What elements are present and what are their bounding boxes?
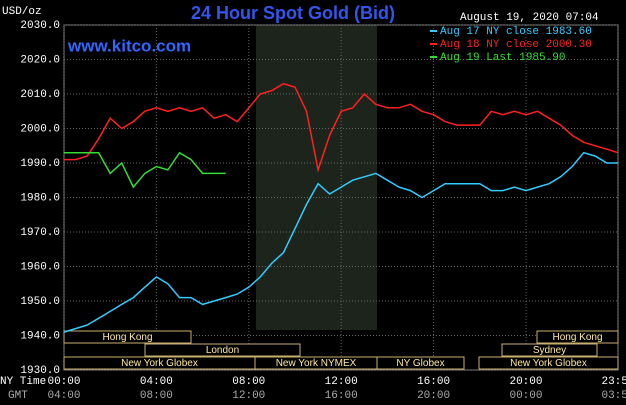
session-box <box>144 343 301 357</box>
session-box <box>536 330 619 344</box>
y-tick-label: 1980.0 <box>20 192 60 204</box>
legend-entry: Aug 17 NY close 1983.60 <box>440 26 592 38</box>
series-line <box>64 82 619 173</box>
timestamp: August 19, 2020 07:04 <box>460 12 599 24</box>
x-row-label: NY Time <box>0 376 46 388</box>
x2-tick-label: 12:00 <box>232 390 265 402</box>
y-tick-label: 1970.0 <box>20 227 60 239</box>
x2-tick-label: 20:00 <box>417 390 450 402</box>
source: www.kitco.com <box>67 36 191 55</box>
x2-tick-label: 00:00 <box>509 390 542 402</box>
x-tick-label: 04:00 <box>140 376 173 388</box>
x-tick-label: 23:59 <box>601 376 626 388</box>
y-axis-label: USD/oz <box>2 6 42 18</box>
x2-tick-label: 16:00 <box>325 390 358 402</box>
session-label: New York Globex <box>121 358 198 369</box>
session-box <box>501 343 598 357</box>
y-tick-label: 1990.0 <box>20 158 60 170</box>
x-tick-label: 08:00 <box>232 376 265 388</box>
x2-row-label: GMT <box>8 390 28 402</box>
legend-entry: Aug 18 NY close 2000.30 <box>440 39 592 51</box>
session-label: Hong Kong <box>102 332 152 343</box>
session-box <box>478 356 619 370</box>
y-tick-label: 1930.0 <box>20 365 60 377</box>
x-tick-label: 00:00 <box>47 376 80 388</box>
y-tick-label: 2030.0 <box>20 20 60 32</box>
session-box <box>63 330 192 344</box>
y-tick-label: 1960.0 <box>20 261 60 273</box>
session-label: Hong Kong <box>552 332 602 343</box>
x-tick-label: 16:00 <box>417 376 450 388</box>
series-line <box>64 151 226 189</box>
x2-tick-label: 04:00 <box>47 390 80 402</box>
y-tick-label: 1950.0 <box>20 296 60 308</box>
session-label: NY Globex <box>396 358 444 369</box>
y-tick-label: 2000.0 <box>20 123 60 135</box>
session-box <box>376 356 465 370</box>
session-label: New York NYMEX <box>276 358 357 369</box>
y-tick-label: 2020.0 <box>20 54 60 66</box>
legend-entry: Aug 19 Last 1985.90 <box>440 52 565 64</box>
x2-tick-label: 03:59 <box>601 390 626 402</box>
series-line <box>63 151 618 333</box>
nymex-shade <box>256 25 377 330</box>
y-tick-label: 2010.0 <box>20 89 60 101</box>
session-label: London <box>206 345 239 356</box>
session-label: Sydney <box>533 345 566 356</box>
session-label: New York Globex <box>510 358 587 369</box>
x-tick-label: 12:00 <box>325 376 358 388</box>
x2-tick-label: 08:00 <box>140 390 173 402</box>
x-tick-label: 20:00 <box>509 376 542 388</box>
chart-title: 24 Hour Spot Gold (Bid) <box>191 3 395 23</box>
y-tick-label: 1940.0 <box>20 330 60 342</box>
